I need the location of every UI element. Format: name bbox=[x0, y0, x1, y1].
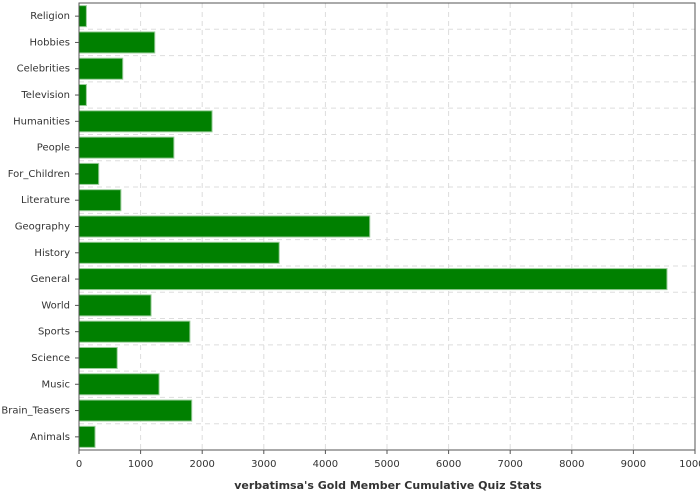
y-tick-label: History bbox=[34, 248, 70, 259]
chart-title: verbatimsa's Gold Member Cumulative Quiz… bbox=[234, 479, 542, 492]
x-tick-label: 1000 bbox=[128, 459, 153, 470]
y-tick-label: People bbox=[37, 143, 70, 154]
y-tick-label: Science bbox=[31, 353, 70, 364]
bar bbox=[78, 241, 280, 264]
bar bbox=[78, 31, 156, 54]
y-tick-label: Celebrities bbox=[17, 64, 70, 75]
x-tick-label: 5000 bbox=[374, 459, 399, 470]
bar bbox=[78, 84, 87, 107]
y-tick-label: Animals bbox=[30, 432, 70, 443]
x-tick-label: 0 bbox=[76, 459, 82, 470]
bar bbox=[78, 162, 100, 185]
y-tick-label: General bbox=[31, 274, 70, 285]
y-tick-label: Geography bbox=[15, 222, 70, 233]
y-tick-label: For_Children bbox=[8, 169, 70, 180]
plot-frame bbox=[78, 2, 696, 451]
bar bbox=[78, 294, 152, 317]
y-tick-label: Sports bbox=[38, 327, 70, 338]
bar bbox=[78, 189, 122, 212]
x-tick-label: 4000 bbox=[313, 459, 338, 470]
x-tick-label: 10000 bbox=[679, 459, 700, 470]
bar bbox=[78, 5, 87, 28]
y-tick-label: World bbox=[41, 300, 70, 311]
bar bbox=[78, 215, 371, 238]
y-tick-label: Hobbies bbox=[30, 37, 70, 48]
y-tick-label: Humanities bbox=[13, 116, 70, 127]
y-tick-label: Brain_Teasers bbox=[1, 406, 70, 417]
bar bbox=[78, 346, 118, 369]
y-tick-label: Religion bbox=[30, 11, 70, 22]
y-tick-label: Literature bbox=[21, 195, 70, 206]
bar bbox=[78, 373, 160, 396]
x-tick-label: 2000 bbox=[189, 459, 214, 470]
x-tick-label: 6000 bbox=[436, 459, 461, 470]
bar bbox=[78, 268, 668, 291]
y-tick-label: Music bbox=[42, 379, 70, 390]
x-tick-label: 8000 bbox=[559, 459, 584, 470]
y-tick-label: Television bbox=[20, 90, 70, 101]
bar bbox=[78, 425, 96, 448]
bar bbox=[78, 399, 193, 422]
x-tick-label: 3000 bbox=[251, 459, 276, 470]
bar bbox=[78, 136, 175, 159]
x-tick-label: 7000 bbox=[497, 459, 522, 470]
bar bbox=[78, 110, 213, 133]
bar bbox=[78, 57, 124, 80]
x-tick-label: 9000 bbox=[621, 459, 646, 470]
bar bbox=[78, 320, 191, 343]
